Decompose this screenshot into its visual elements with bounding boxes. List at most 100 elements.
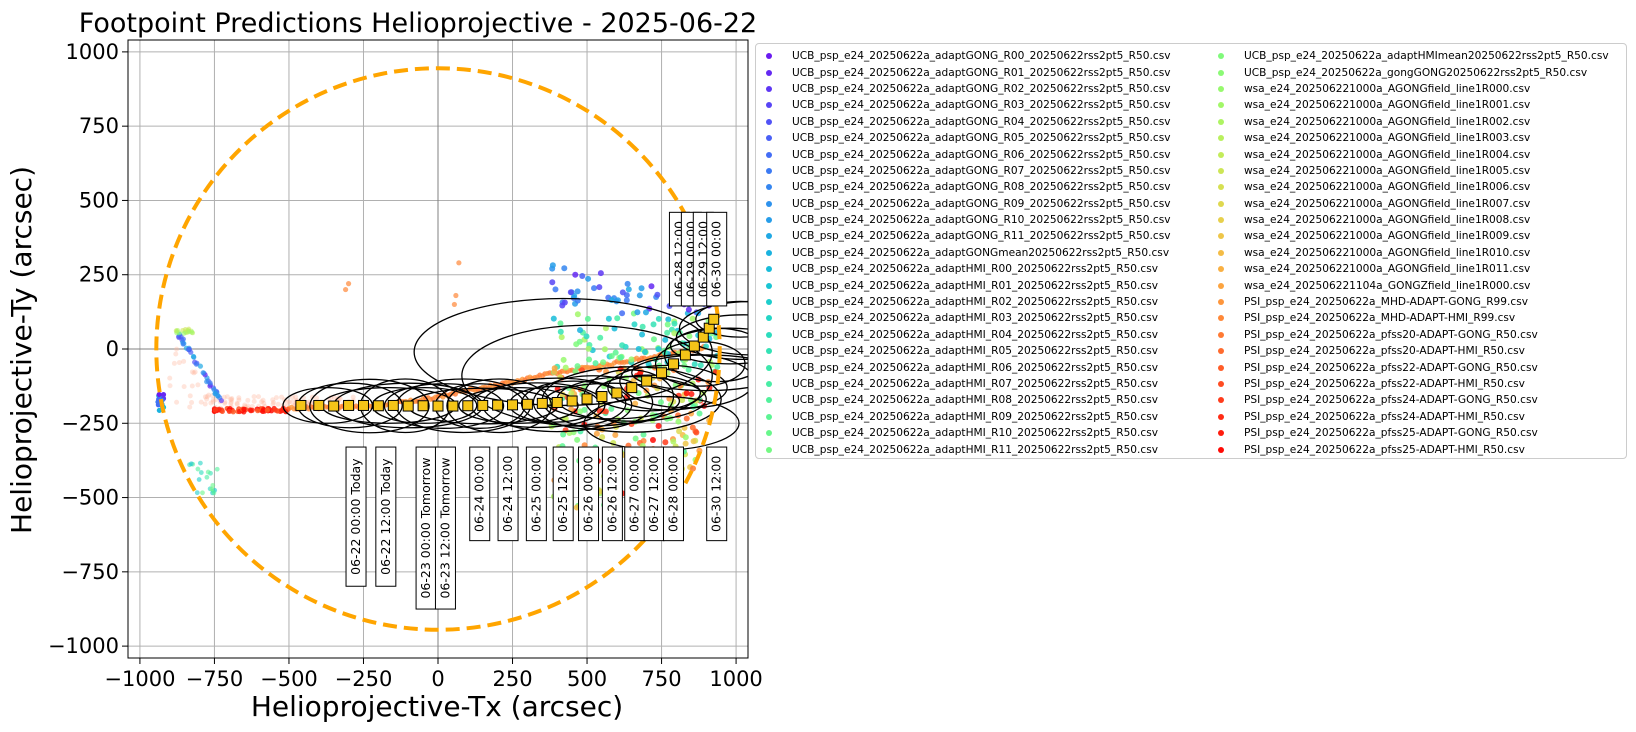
footpoint-marker bbox=[456, 260, 462, 266]
legend-marker bbox=[1218, 266, 1224, 273]
legend-marker bbox=[766, 135, 772, 142]
footpoint-marker bbox=[612, 431, 619, 438]
legend-item: wsa_e24_202506221000a_AGONGfield_line1R0… bbox=[1208, 130, 1609, 146]
footpoint-marker bbox=[230, 409, 236, 415]
footpoint-marker bbox=[634, 309, 641, 316]
footpoint-marker bbox=[245, 397, 251, 403]
time-label-box bbox=[706, 211, 728, 307]
spacecraft-marker bbox=[492, 399, 504, 411]
footpoint-marker bbox=[683, 415, 690, 422]
legend-item: wsa_e24_202506221104a_GONGZfield_line1R0… bbox=[1208, 277, 1609, 293]
footpoint-marker bbox=[180, 336, 186, 342]
legend-item: wsa_e24_202506221000a_AGONGfield_line1R0… bbox=[1208, 261, 1609, 277]
time-label-text: 06-24 12:00 bbox=[500, 456, 515, 532]
legend-marker bbox=[1218, 53, 1224, 60]
legend-label: UCB_psp_e24_20250622a_adaptHMI_R01_20250… bbox=[792, 279, 1159, 292]
legend-label: UCB_psp_e24_20250622a_adaptGONG_R03_2025… bbox=[792, 99, 1171, 112]
spacecraft-marker bbox=[417, 400, 429, 412]
footpoint-marker bbox=[156, 407, 162, 413]
legend-label: wsa_e24_202506221104a_GONGZfield_line1R0… bbox=[1244, 279, 1531, 292]
footpoint-marker bbox=[689, 315, 696, 322]
legend-item: UCB_psp_e24_20250622a_adaptGONG_R06_2025… bbox=[756, 146, 1170, 162]
spacecraft-marker bbox=[626, 382, 638, 394]
field-line bbox=[678, 300, 748, 356]
footpoint-marker bbox=[619, 310, 626, 317]
spacecraft-marker bbox=[402, 400, 414, 412]
footpoint-marker bbox=[205, 469, 211, 475]
time-label: 06-26 00:00 bbox=[578, 446, 600, 542]
footpoint-marker bbox=[625, 286, 632, 293]
footpoint-marker bbox=[682, 434, 689, 441]
footpoint-marker bbox=[612, 349, 619, 356]
footpoint-marker bbox=[289, 399, 295, 405]
footpoint-marker bbox=[284, 399, 290, 405]
footpoint-marker bbox=[167, 375, 173, 381]
footpoint-marker bbox=[654, 291, 661, 298]
footpoint-marker bbox=[690, 465, 697, 472]
legend-marker bbox=[1218, 217, 1224, 224]
legend-label: UCB_psp_e24_20250622a_adaptGONG_R08_2025… bbox=[792, 181, 1171, 194]
footpoint-marker bbox=[675, 418, 682, 425]
footpoint-marker bbox=[697, 362, 704, 369]
time-label-text: 06-23 12:00 Tomorrow bbox=[437, 458, 452, 599]
legend-label: wsa_e24_202506221000a_AGONGfield_line1R0… bbox=[1244, 148, 1531, 161]
footpoint-marker bbox=[619, 342, 626, 349]
legend-item: UCB_psp_e24_20250622a_adaptHMI_R07_20250… bbox=[756, 376, 1170, 392]
footpoint-marker bbox=[228, 396, 234, 402]
footpoint-marker bbox=[567, 289, 574, 296]
time-label-text: 06-27 12:00 bbox=[646, 456, 661, 532]
time-label-text: 06-30 12:00 bbox=[709, 456, 724, 532]
spacecraft-marker bbox=[507, 399, 519, 411]
time-label-box bbox=[375, 446, 397, 587]
time-label: 06-22 12:00 Today bbox=[375, 446, 397, 587]
footpoint-marker bbox=[279, 394, 285, 400]
spacecraft-marker bbox=[688, 340, 700, 352]
legend-marker bbox=[766, 397, 772, 404]
legend-label: UCB_psp_e24_20250622a_adaptHMI_R11_20250… bbox=[792, 443, 1159, 456]
spacecraft-marker bbox=[596, 391, 608, 403]
field-line bbox=[309, 378, 430, 434]
footpoint-marker bbox=[175, 327, 180, 333]
footpoint-marker bbox=[181, 358, 187, 364]
footpoint-marker bbox=[181, 384, 187, 390]
legend-label: UCB_psp_e24_20250622a_adaptHMI_R06_20250… bbox=[792, 361, 1159, 374]
legend-marker bbox=[1218, 167, 1224, 174]
footpoint-marker bbox=[632, 435, 639, 442]
footpoint-marker bbox=[586, 356, 593, 363]
legend-item: UCB_psp_e24_20250622a_adaptHMI_R05_20250… bbox=[756, 343, 1170, 359]
legend-marker bbox=[1218, 397, 1224, 404]
footpoint-marker bbox=[650, 336, 657, 343]
legend-item: UCB_psp_e24_20250622a_adaptHMI_R10_20250… bbox=[756, 425, 1170, 441]
footpoint-marker bbox=[574, 311, 581, 318]
time-label-box bbox=[552, 446, 574, 542]
legend-item: PSI_psp_e24_20250622a_pfss25-ADAPT-GONG_… bbox=[1208, 425, 1609, 441]
legend-label: wsa_e24_202506221000a_AGONGfield_line1R0… bbox=[1244, 164, 1531, 177]
legend-marker bbox=[1218, 85, 1224, 92]
footpoint-marker bbox=[657, 399, 664, 406]
legend-item: UCB_psp_e24_20250622a_adaptHMI_R08_20250… bbox=[756, 392, 1170, 408]
footpoint-marker bbox=[345, 281, 352, 287]
legend-marker bbox=[1218, 299, 1224, 306]
y-tick-label: 1000 bbox=[66, 40, 119, 64]
footpoint-marker bbox=[584, 315, 591, 322]
spacecraft-marker bbox=[581, 393, 593, 405]
footpoint-marker bbox=[260, 397, 266, 403]
footpoint-marker bbox=[638, 285, 645, 292]
field-line bbox=[413, 297, 713, 407]
footpoint-marker bbox=[688, 391, 695, 398]
legend-marker bbox=[1218, 430, 1224, 437]
legend-marker bbox=[1218, 200, 1224, 207]
legend-label: UCB_psp_e24_20250622a_adaptHMI_R09_20250… bbox=[792, 410, 1159, 423]
legend-item: wsa_e24_202506221000a_AGONGfield_line1R0… bbox=[1208, 81, 1609, 97]
footpoint-marker bbox=[605, 315, 612, 322]
spacecraft-marker bbox=[462, 400, 474, 412]
footpoint-marker bbox=[596, 284, 603, 291]
legend-label: PSI_psp_e24_20250622a_pfss24-ADAPT-GONG_… bbox=[1244, 394, 1538, 407]
time-label-text: 06-26 00:00 bbox=[581, 456, 596, 532]
time-label-text: 06-23 00:00 Tomorrow bbox=[418, 458, 433, 599]
legend-item: UCB_psp_e24_20250622a_gongGONG20250622rs… bbox=[1208, 64, 1609, 80]
footpoint-marker bbox=[655, 315, 662, 322]
legend-marker bbox=[1218, 413, 1224, 420]
legend-marker bbox=[766, 233, 772, 240]
x-tick-label: 500 bbox=[567, 667, 607, 691]
